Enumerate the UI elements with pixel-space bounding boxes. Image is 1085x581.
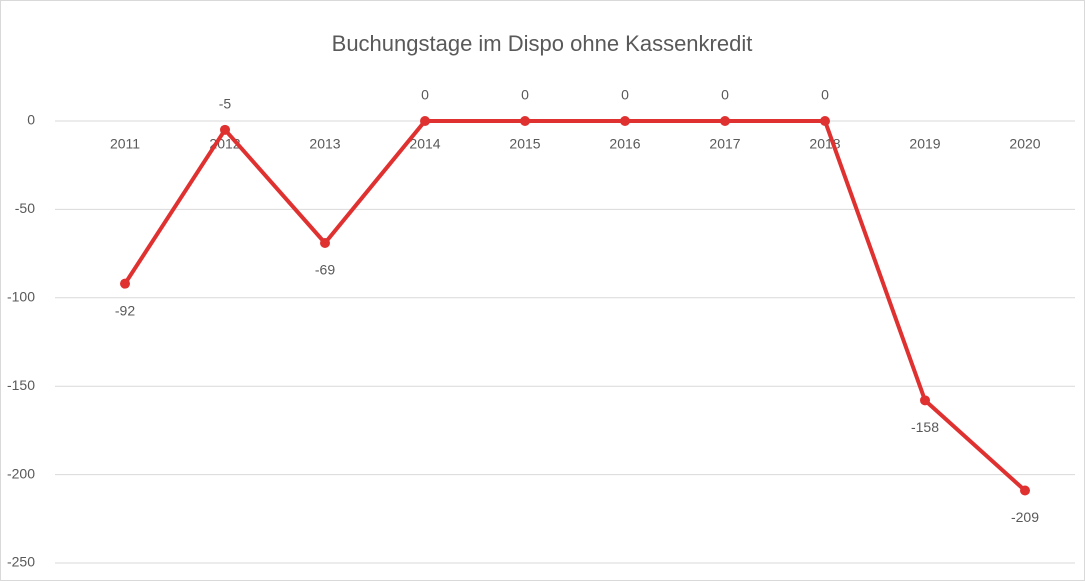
data-point <box>1020 485 1030 496</box>
data-label: -92 <box>115 302 135 318</box>
x-tick-label: 2011 <box>110 136 140 152</box>
data-label: 0 <box>621 87 629 103</box>
data-point <box>220 124 230 135</box>
chart-title: Buchungstage im Dispo ohne Kassenkredit <box>332 31 753 56</box>
series-line <box>123 119 1027 492</box>
data-point <box>320 237 330 248</box>
data-label: -209 <box>1011 509 1039 525</box>
data-label: -5 <box>219 96 232 112</box>
y-tick-label: -250 <box>7 554 35 570</box>
y-tick-label: -200 <box>7 465 35 481</box>
x-tick-label: 2019 <box>909 136 940 152</box>
x-tick-label: 2014 <box>409 136 440 152</box>
data-point <box>520 116 530 126</box>
y-tick-label: -100 <box>7 289 35 305</box>
x-tick-label: 2015 <box>509 136 540 152</box>
data-label: -158 <box>911 419 939 435</box>
data-point <box>620 116 630 126</box>
x-tick-label: 2017 <box>709 136 740 152</box>
x-tick-label: 2016 <box>609 136 640 152</box>
data-label: 0 <box>721 87 729 103</box>
data-label: 0 <box>421 87 429 103</box>
y-tick-label: -50 <box>15 200 35 216</box>
y-tick-label: 0 <box>27 112 35 128</box>
x-tick-label: 2013 <box>309 136 340 152</box>
x-tick-label: 2020 <box>1009 136 1040 152</box>
data-label: 0 <box>821 87 829 103</box>
data-point <box>120 278 130 289</box>
data-label: -69 <box>315 262 335 278</box>
data-point <box>820 116 830 126</box>
data-label: 0 <box>521 87 529 103</box>
data-point <box>920 395 930 406</box>
data-point <box>420 116 430 126</box>
y-tick-label: -150 <box>7 377 35 393</box>
data-point <box>720 116 730 126</box>
